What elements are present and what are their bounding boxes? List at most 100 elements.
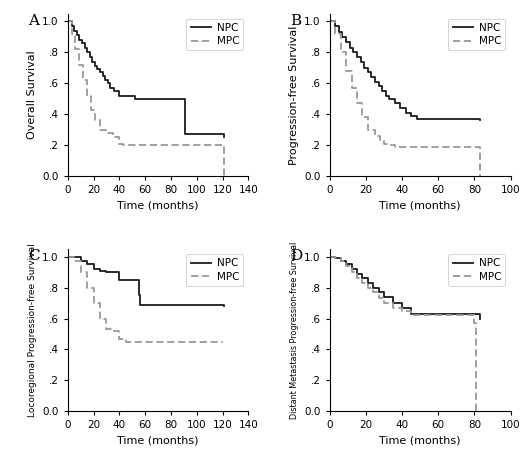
NPC <box>135 292 142 298</box>
NPC <box>116 277 122 283</box>
NPC <box>65 19 71 24</box>
Line: NPC: NPC <box>68 21 224 138</box>
NPC <box>91 266 97 272</box>
MPC <box>103 130 109 135</box>
MPC <box>116 336 122 341</box>
MPC <box>359 280 366 286</box>
MPC <box>88 107 94 112</box>
NPC <box>102 77 108 83</box>
X-axis label: Time (months): Time (months) <box>117 436 199 446</box>
MPC <box>97 316 103 321</box>
MPC <box>365 127 371 133</box>
NPC <box>475 311 481 317</box>
NPC <box>182 132 189 137</box>
MPC <box>84 93 90 98</box>
NPC <box>349 266 355 272</box>
NPC <box>71 28 77 33</box>
Legend: NPC, MPC: NPC, MPC <box>449 19 505 50</box>
NPC <box>116 93 122 98</box>
NPC <box>343 262 349 267</box>
NPC <box>383 93 389 98</box>
Line: NPC: NPC <box>68 257 224 306</box>
MPC <box>116 141 122 146</box>
NPC <box>97 70 103 75</box>
MPC <box>129 339 135 345</box>
NPC <box>89 59 95 64</box>
MPC <box>80 77 86 83</box>
MPC <box>91 300 97 306</box>
MPC <box>103 327 109 332</box>
NPC <box>100 73 106 78</box>
MPC <box>372 133 378 138</box>
MPC <box>399 308 405 314</box>
MPC <box>359 115 366 120</box>
NPC <box>71 254 77 260</box>
NPC <box>327 19 333 24</box>
Line: MPC: MPC <box>68 21 224 176</box>
Y-axis label: Distant Metastasis Progression-free Survival: Distant Metastasis Progression-free Surv… <box>290 242 299 419</box>
NPC <box>105 80 111 86</box>
MPC <box>110 135 116 140</box>
MPC <box>68 31 75 37</box>
NPC <box>127 93 133 98</box>
Text: A: A <box>28 14 39 28</box>
NPC <box>354 54 360 60</box>
NPC <box>387 96 393 101</box>
MPC <box>221 173 227 179</box>
NPC <box>408 311 414 317</box>
NPC <box>65 254 71 260</box>
NPC <box>97 268 103 273</box>
NPC <box>346 45 353 50</box>
MPC <box>377 138 383 143</box>
MPC <box>390 305 396 310</box>
NPC <box>392 101 398 106</box>
X-axis label: Time (months): Time (months) <box>379 436 461 446</box>
Line: NPC: NPC <box>330 257 480 319</box>
NPC <box>376 290 382 295</box>
X-axis label: Time (months): Time (months) <box>379 201 461 211</box>
NPC <box>76 37 82 43</box>
NPC <box>357 59 364 64</box>
Line: NPC: NPC <box>330 21 480 120</box>
NPC <box>381 294 387 300</box>
NPC <box>81 45 88 50</box>
Legend: NPC, MPC: NPC, MPC <box>187 254 243 286</box>
MPC <box>381 300 387 306</box>
NPC <box>403 110 409 115</box>
MPC <box>338 50 344 55</box>
NPC <box>343 39 349 44</box>
NPC <box>68 23 75 29</box>
MPC <box>349 85 355 90</box>
NPC <box>92 64 98 69</box>
MPC <box>327 254 333 260</box>
MPC <box>327 19 333 24</box>
NPC <box>103 270 109 275</box>
NPC <box>408 113 414 118</box>
MPC <box>370 290 376 295</box>
MPC <box>219 339 226 345</box>
MPC <box>381 141 387 146</box>
NPC <box>376 84 382 89</box>
MPC <box>76 62 82 68</box>
NPC <box>379 88 386 94</box>
MPC <box>387 142 393 148</box>
MPC <box>338 259 344 264</box>
NPC <box>365 70 371 75</box>
Y-axis label: Progression-free Survival: Progression-free Survival <box>289 25 299 165</box>
NPC <box>327 254 333 260</box>
NPC <box>368 74 375 80</box>
NPC <box>221 303 227 309</box>
MPC <box>354 101 360 106</box>
NPC <box>219 302 226 308</box>
X-axis label: Time (months): Time (months) <box>117 201 199 211</box>
MPC <box>477 173 483 179</box>
Line: MPC: MPC <box>68 257 222 342</box>
NPC <box>78 259 84 264</box>
NPC <box>361 65 367 70</box>
NPC <box>86 54 93 60</box>
MPC <box>120 142 127 148</box>
MPC <box>110 328 116 334</box>
NPC <box>84 50 90 55</box>
MPC <box>84 285 90 290</box>
NPC <box>338 259 344 264</box>
